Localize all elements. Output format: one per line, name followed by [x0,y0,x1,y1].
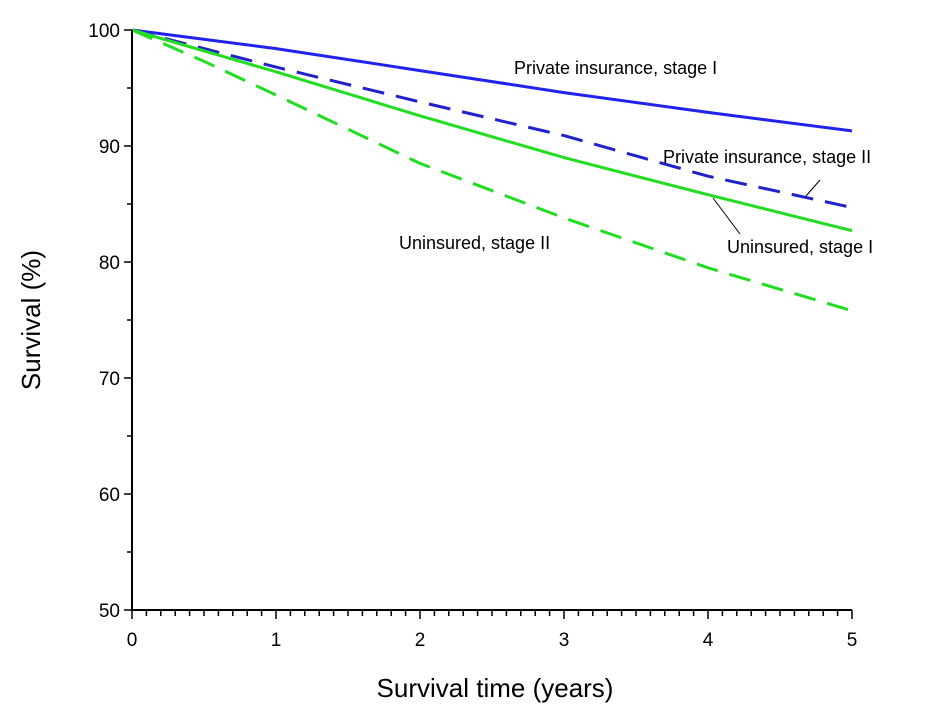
y-tick-label: 60 [99,485,120,506]
y-tick-label: 70 [99,369,120,390]
axes-layer [124,29,853,619]
x-axis-title: Survival time (years) [377,673,614,703]
series-line-0 [131,28,853,133]
series-layer [131,28,853,313]
x-tick-label: 4 [703,630,714,651]
y-tick-label: 100 [88,21,120,42]
x-tick-label: 0 [127,630,138,651]
labels-layer: 50 60 70 80 90 100 0 1 2 3 4 5 Survival time (years)… [16,21,873,703]
series-line-3 [131,28,853,313]
annotation-label-0: Private insurance, stage I [514,58,717,78]
series-line-1 [131,28,853,209]
y-tick-label: 50 [99,601,120,622]
y-tick-label: 90 [99,137,120,158]
annotation-label-1: Private insurance, stage II [663,147,871,167]
annotation-label-3: Uninsured, stage II [399,233,550,253]
x-tick-label: 2 [415,630,426,651]
annotation-leader-1 [805,179,821,197]
x-tick-label: 1 [271,630,282,651]
y-axis-title: Survival (%) [16,250,46,390]
y-tick-label: 80 [99,253,120,274]
annotation-leader-2 [712,197,741,235]
annotation-label-2: Uninsured, stage I [727,237,873,257]
x-tick-label: 3 [559,630,570,651]
x-tick-label: 5 [847,630,858,651]
series-line-2 [131,28,853,233]
